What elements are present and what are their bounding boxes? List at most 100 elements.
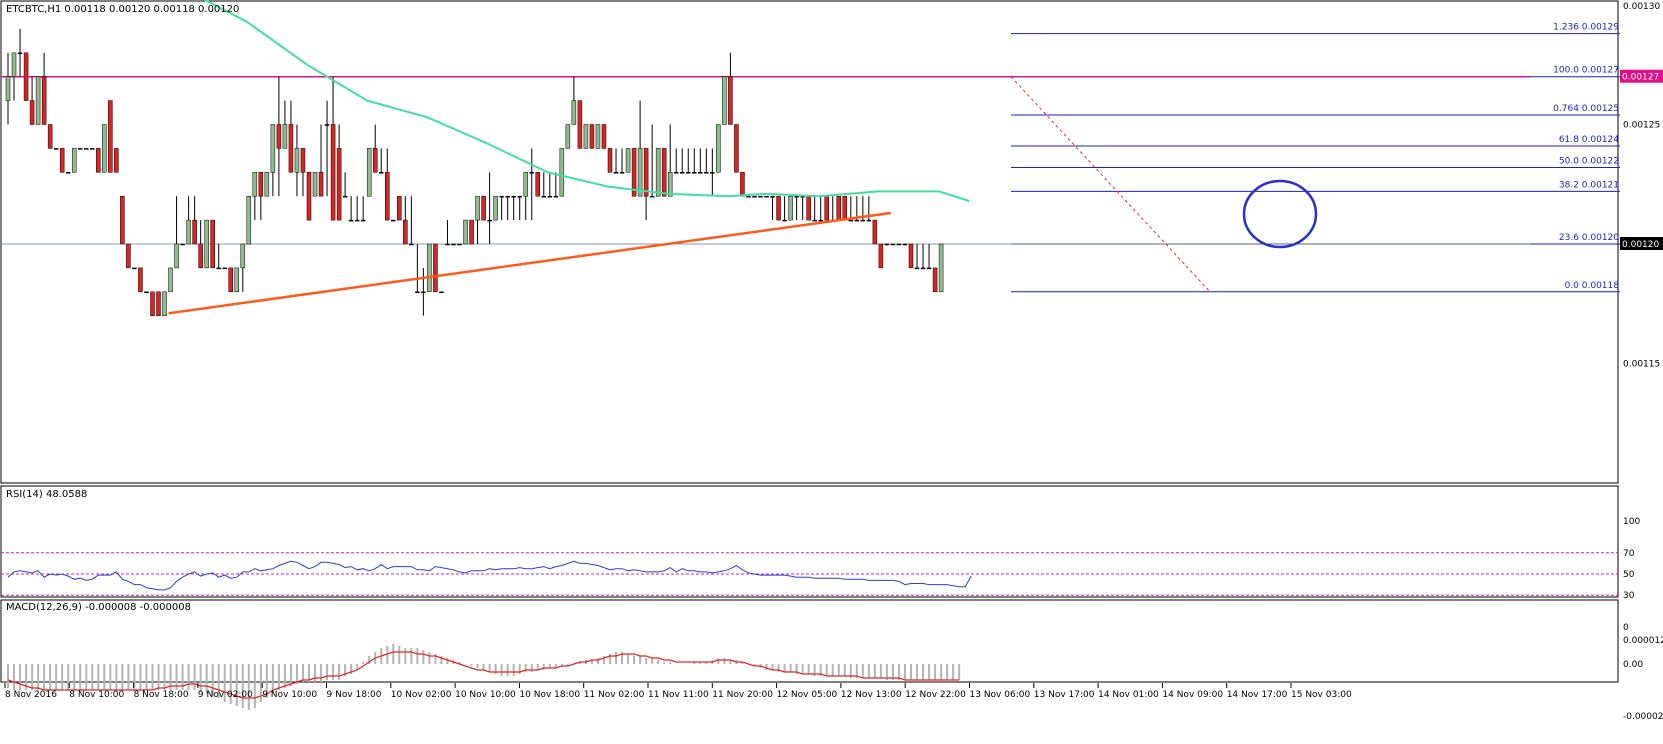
candle-body xyxy=(360,219,366,222)
time-axis-label: 9 Nov 10:00 xyxy=(262,690,317,700)
candle-body xyxy=(686,172,691,174)
macd-panel[interactable] xyxy=(0,599,1619,683)
fib-level-label: 23.6 0.00120 xyxy=(1559,233,1619,243)
macd-indicator xyxy=(7,644,961,710)
candle-body xyxy=(366,148,372,197)
axes: 0.00130 0.00125 0.00120 0.00115 0.00127 0.00 1… xyxy=(4,2,1663,722)
price-axis-label: 0.00115 xyxy=(1623,360,1660,370)
chart-title: ETCBTC,H1 0.00118 0.00120 0.00118 0.0012… xyxy=(6,4,239,15)
candle-body xyxy=(740,172,745,197)
fib-level-label: 0.764 0.00125 xyxy=(1553,104,1619,114)
candle-body xyxy=(234,267,240,293)
macd-signal-line xyxy=(7,651,960,699)
candle-body xyxy=(96,148,101,173)
candle-body xyxy=(613,172,619,174)
candle-body xyxy=(698,172,703,174)
macd-label: MACD(12,26,9) -0.000008 -0.000008 xyxy=(6,602,191,613)
candle-body xyxy=(306,172,312,221)
candle-body xyxy=(348,219,354,222)
candle-body xyxy=(692,172,697,174)
candle-body xyxy=(776,195,781,221)
rsi-axis-label: 50 xyxy=(1623,570,1635,580)
time-axis-label: 8 Nov 2016 xyxy=(5,690,57,700)
candle-body xyxy=(595,124,601,149)
candle-body xyxy=(23,52,29,101)
rsi-panel[interactable] xyxy=(0,485,1619,598)
candle-body xyxy=(246,195,252,245)
candle-body xyxy=(342,195,348,198)
candle-body xyxy=(890,243,896,246)
candle-body xyxy=(770,195,775,198)
time-axis-label: 10 Nov 18:00 xyxy=(519,690,580,700)
candle-body xyxy=(71,148,77,173)
candle-body xyxy=(872,219,878,245)
highlight-circle xyxy=(1242,179,1318,249)
trend-line xyxy=(168,211,892,315)
rsi-axis-label: 0 xyxy=(1623,623,1629,633)
candle-body xyxy=(559,148,565,197)
time-axis-label: 14 Nov 01:00 xyxy=(1098,690,1159,700)
time-axis-label: 8 Nov 18:00 xyxy=(134,690,189,700)
candle-body xyxy=(457,243,462,246)
time-axis-label: 12 Nov 22:00 xyxy=(905,690,966,700)
candle-body xyxy=(716,124,721,173)
candle-body xyxy=(174,243,179,269)
macd-axis-label: -0.000026 xyxy=(1623,712,1663,722)
rsi-axis-label: 70 xyxy=(1623,549,1635,559)
candle-body xyxy=(878,243,884,269)
candle-body xyxy=(842,195,848,221)
fib-level-label: 61.8 0.00124 xyxy=(1559,135,1619,145)
candle-body xyxy=(517,195,522,198)
rsi-axis-label: 100 xyxy=(1623,517,1640,527)
candle-body xyxy=(746,195,751,198)
resistance-price-tag xyxy=(1620,69,1663,83)
fib-level-label: 38.2 0.00121 xyxy=(1559,180,1619,190)
candle-body xyxy=(324,124,330,126)
candle-body xyxy=(397,195,402,221)
candle-body xyxy=(914,267,920,270)
candle-body xyxy=(385,172,390,221)
candle-body xyxy=(812,219,817,222)
candle-body xyxy=(53,148,59,150)
candle-body xyxy=(866,219,872,222)
rsi-label: RSI(14) 48.0588 xyxy=(6,489,87,500)
candle-body xyxy=(198,243,203,269)
candle-body xyxy=(427,243,432,293)
candle-body xyxy=(168,267,173,293)
candle-body xyxy=(288,124,294,173)
candle-body xyxy=(451,243,456,246)
candle-body xyxy=(84,148,89,150)
time-axis-label: 11 Nov 11:00 xyxy=(648,690,709,700)
candle-body xyxy=(378,172,384,174)
candle-body xyxy=(577,100,583,149)
candle-body xyxy=(752,195,757,198)
rsi-line xyxy=(7,560,972,591)
candle-body xyxy=(252,172,258,197)
price-axis-label: 0.00130 xyxy=(1623,2,1660,12)
candle-body xyxy=(926,267,932,270)
price-panel[interactable] xyxy=(0,0,1619,484)
candle-body xyxy=(222,267,227,270)
price-reference-lines xyxy=(1,75,1530,245)
candle-body xyxy=(782,219,787,222)
candle-body xyxy=(391,219,396,222)
candle-body xyxy=(619,172,625,174)
candle-body xyxy=(415,291,420,294)
time-axis-label: 11 Nov 02:00 xyxy=(584,690,645,700)
time-axis-label: 11 Nov 20:00 xyxy=(712,690,773,700)
candlestick-series xyxy=(5,28,944,316)
candle-body xyxy=(403,219,408,245)
candle-body xyxy=(41,76,47,125)
time-axis-label: 12 Nov 05:00 xyxy=(777,690,838,700)
candle-body xyxy=(445,243,450,246)
candle-body xyxy=(601,124,607,149)
candle-body xyxy=(475,195,480,221)
candle-body xyxy=(848,219,854,222)
candle-body xyxy=(336,148,342,221)
candle-body xyxy=(186,219,191,245)
candle-body xyxy=(896,243,902,246)
candle-body xyxy=(667,172,673,197)
candle-body xyxy=(625,148,631,173)
candle-body xyxy=(734,124,739,173)
